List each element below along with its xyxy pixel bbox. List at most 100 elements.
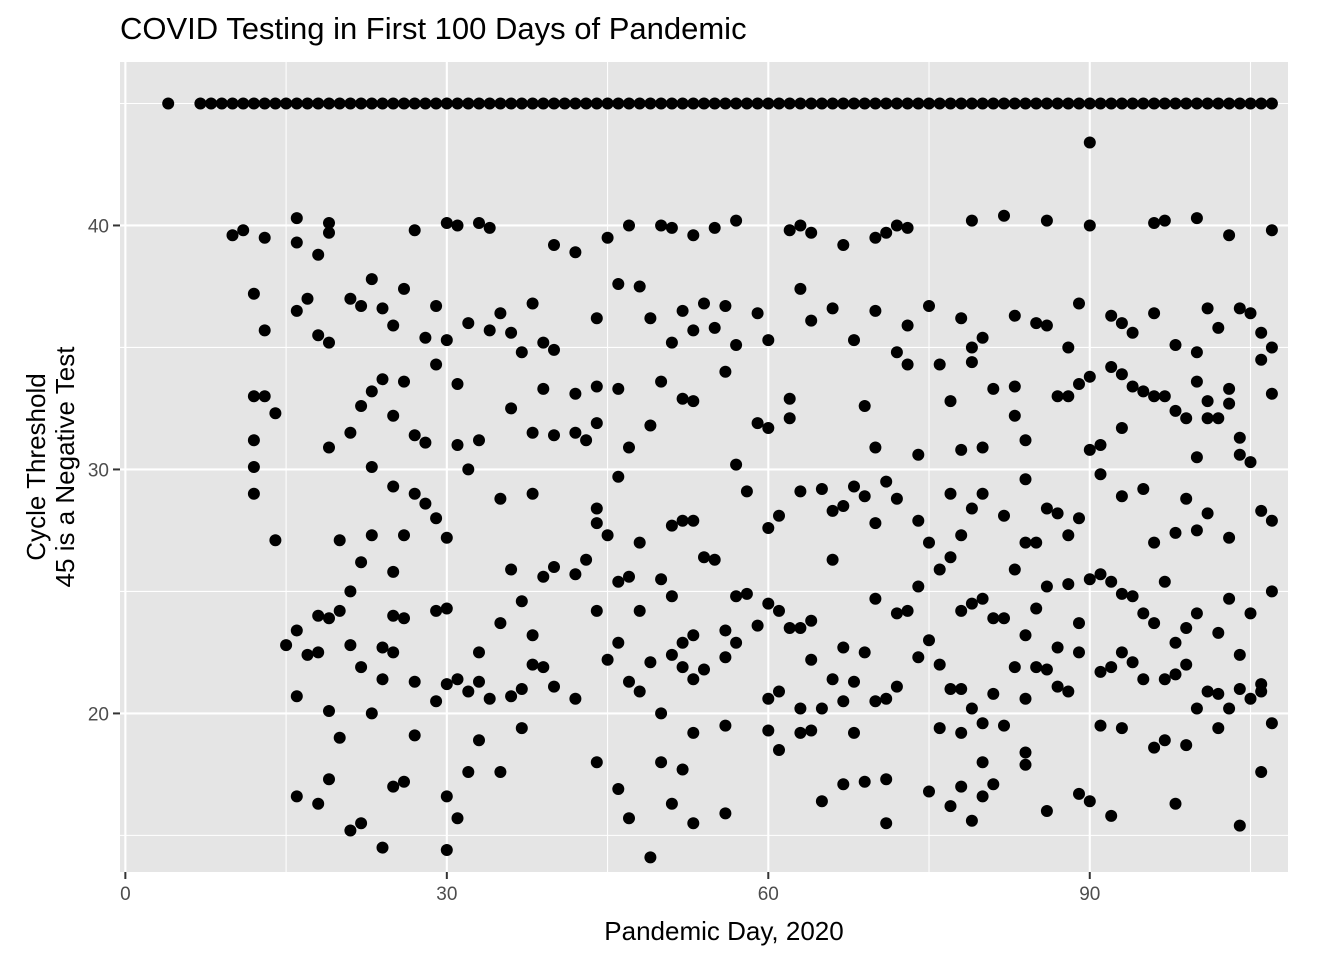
- data-point: [912, 580, 925, 593]
- data-point: [869, 695, 882, 708]
- data-point: [398, 612, 410, 625]
- data-point: [1115, 722, 1128, 735]
- data-point: [923, 785, 935, 798]
- data-point: [344, 824, 357, 837]
- data-point: [1255, 766, 1268, 778]
- data-point: [1180, 658, 1193, 671]
- data-point: [1105, 309, 1118, 322]
- data-point: [655, 97, 668, 110]
- data-point: [976, 756, 989, 769]
- data-point: [387, 646, 400, 659]
- data-point: [440, 217, 453, 229]
- data-point: [708, 321, 721, 334]
- data-point: [623, 675, 635, 688]
- data-point: [623, 219, 635, 232]
- data-point: [569, 692, 582, 705]
- data-point: [269, 534, 282, 547]
- data-point: [515, 595, 528, 608]
- data-point: [376, 641, 389, 654]
- data-point: [1255, 326, 1268, 339]
- data-point: [1019, 692, 1032, 705]
- data-point: [376, 302, 389, 315]
- data-point: [1244, 607, 1257, 620]
- data-point: [890, 219, 903, 232]
- data-point: [1244, 692, 1257, 705]
- data-point: [258, 390, 271, 403]
- data-point: [965, 214, 978, 227]
- grid-lines: [120, 62, 1288, 872]
- data-point: [826, 504, 839, 517]
- data-point: [1094, 665, 1107, 678]
- data-point: [944, 800, 957, 813]
- data-point: [1223, 702, 1236, 715]
- data-point: [590, 517, 603, 530]
- data-point: [1115, 587, 1128, 600]
- data-point: [462, 97, 475, 110]
- data-point: [569, 97, 582, 110]
- data-point: [665, 648, 678, 661]
- data-point: [965, 814, 978, 827]
- data-point: [687, 629, 700, 642]
- data-point: [1137, 483, 1150, 495]
- data-point: [858, 97, 871, 110]
- data-point: [258, 97, 271, 110]
- data-point: [601, 653, 614, 666]
- data-point: [1212, 321, 1225, 334]
- data-point: [1040, 97, 1053, 110]
- data-point: [965, 97, 978, 110]
- data-point: [687, 395, 700, 408]
- y-axis: 20 30 40: [88, 216, 120, 725]
- data-point: [848, 334, 860, 347]
- data-point: [633, 280, 646, 293]
- data-point: [1040, 580, 1053, 593]
- data-point: [826, 673, 839, 686]
- data-point: [1148, 536, 1161, 549]
- data-point: [1115, 490, 1128, 503]
- data-point: [1169, 636, 1182, 649]
- data-point: [494, 97, 507, 110]
- data-point: [762, 422, 775, 434]
- data-point: [280, 97, 293, 110]
- data-point: [398, 375, 410, 388]
- x-tick-label: 90: [1079, 884, 1100, 905]
- data-point: [333, 97, 346, 110]
- data-point: [837, 641, 850, 654]
- data-point: [933, 563, 946, 576]
- data-point: [773, 97, 785, 110]
- data-point: [815, 483, 828, 495]
- data-point: [687, 726, 700, 739]
- data-point: [976, 331, 989, 344]
- data-point: [269, 407, 282, 420]
- data-point: [880, 475, 893, 488]
- data-point: [612, 97, 625, 110]
- data-point: [848, 97, 860, 110]
- data-point: [837, 695, 850, 708]
- data-point: [355, 661, 368, 674]
- data-point: [430, 695, 443, 708]
- data-point: [247, 390, 260, 403]
- data-point: [1265, 387, 1278, 400]
- data-point: [333, 731, 346, 744]
- data-point: [408, 97, 421, 110]
- y-axis-title: Cycle Threshold 45 is a Negative Test: [21, 346, 80, 588]
- data-point: [312, 797, 325, 810]
- data-point: [912, 514, 925, 527]
- data-point: [1148, 97, 1161, 110]
- data-point: [976, 790, 989, 803]
- data-point: [355, 300, 368, 312]
- data-point: [398, 529, 410, 542]
- data-point: [237, 224, 250, 237]
- data-point: [762, 692, 775, 705]
- data-point: [1126, 326, 1139, 339]
- data-point: [323, 226, 335, 239]
- data-point: [890, 607, 903, 620]
- chart-title: COVID Testing in First 100 Days of Pande…: [120, 11, 747, 46]
- data-point: [1201, 302, 1214, 315]
- data-point: [912, 97, 925, 110]
- y-axis-title-line-1: Cycle Threshold: [21, 373, 51, 560]
- data-point: [247, 487, 260, 500]
- data-point: [473, 646, 485, 659]
- data-point: [344, 639, 357, 652]
- data-point: [933, 658, 946, 671]
- data-point: [1073, 97, 1085, 110]
